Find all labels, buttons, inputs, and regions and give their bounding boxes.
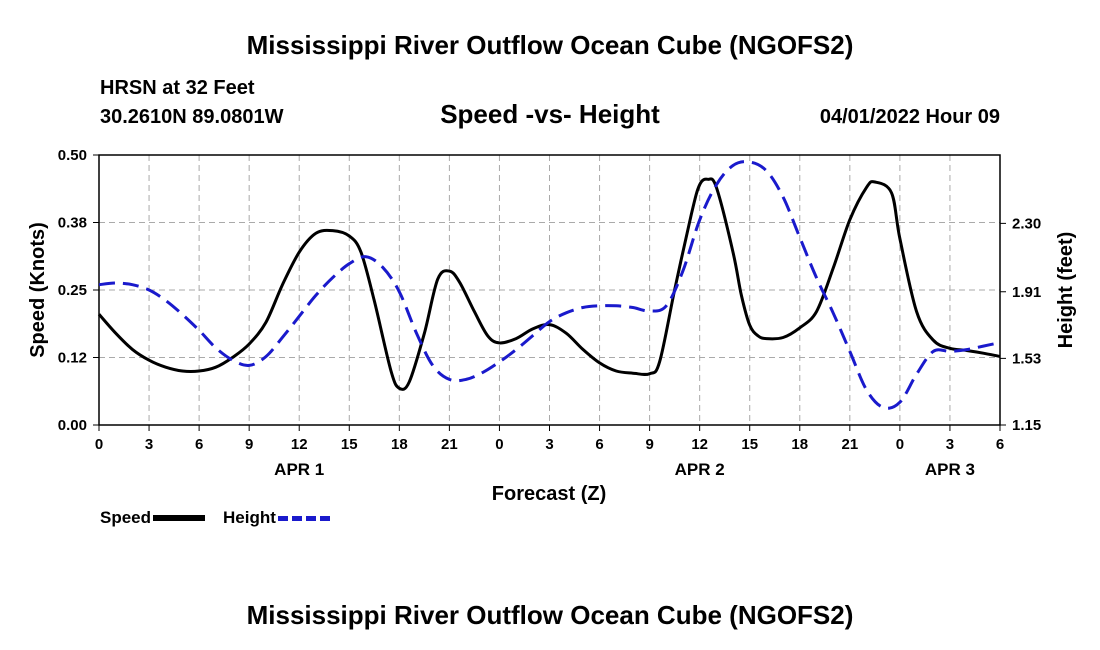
- x-tick-label: 6: [195, 436, 203, 453]
- x-tick-label: 6: [996, 436, 1004, 453]
- legend-speed-swatch: [153, 515, 206, 521]
- x-tick-label: 15: [341, 436, 358, 453]
- y-axis-right-title: Height (feet): [1055, 232, 1077, 349]
- axis-ticks: 0 3 6 9 12 15 18 21 0 3 6 9 12 15 18 21 0 3 6 0.00 0.12 0.25 0…: [58, 147, 1041, 479]
- speed-series-line: [97, 177, 1001, 391]
- x-tick-label: 3: [946, 436, 954, 453]
- y-tick-label-right: 1.91: [1012, 284, 1041, 301]
- x-tick-label: 18: [391, 436, 408, 453]
- datetime-label: 04/01/2022 Hour 09: [819, 106, 1000, 128]
- y-tick-label-left: 0.12: [58, 350, 87, 367]
- legend-height-label: Height: [223, 508, 276, 527]
- location-label: 30.2610N 89.0801W: [100, 106, 284, 128]
- station-label: HRSN at 32 Feet: [100, 77, 255, 99]
- height-series-line: [98, 160, 1001, 410]
- x-tick-label: 0: [495, 436, 503, 453]
- legend-height-swatch: [277, 515, 330, 521]
- y-tick-label-left: 0.38: [58, 215, 87, 232]
- footer-title: Mississippi River Outflow Ocean Cube (NG…: [246, 600, 854, 630]
- y-tick-label-left: 0.25: [58, 282, 87, 299]
- y-tick-label-left: 0.50: [58, 147, 87, 164]
- x-tick-label: 0: [896, 436, 904, 453]
- y-axis-title: Speed (Knots): [27, 222, 49, 358]
- grid-lines: [99, 155, 1000, 425]
- day-label: APR 1: [274, 460, 324, 479]
- legend: Speed Height: [100, 508, 348, 528]
- day-label: APR 2: [675, 460, 725, 479]
- x-tick-label: 3: [545, 436, 553, 453]
- legend-speed-label: Speed: [100, 508, 152, 527]
- x-tick-label: 6: [595, 436, 603, 453]
- legend-item-speed: Speed: [100, 508, 206, 528]
- x-tick-label: 18: [791, 436, 808, 453]
- x-tick-label: 9: [645, 436, 653, 453]
- legend-item-height: Height: [223, 508, 330, 528]
- x-tick-label: 9: [245, 436, 253, 453]
- day-label: APR 3: [925, 460, 975, 479]
- x-axis-title: Forecast (Z): [492, 483, 606, 505]
- x-tick-label: 0: [95, 436, 103, 453]
- x-tick-label: 21: [841, 436, 858, 453]
- speed-height-chart: 0 3 6 9 12 15 18 21 0 3 6 9 12 15 18 21 0 3 6 0.00 0.12 0.25 0…: [27, 147, 1077, 505]
- x-tick-label: 3: [145, 436, 153, 453]
- chart-title: Mississippi River Outflow Ocean Cube (NG…: [246, 30, 854, 60]
- x-tick-label: 12: [691, 436, 708, 453]
- y-tick-label-left: 0.00: [58, 417, 87, 434]
- y-tick-label-right: 1.15: [1012, 417, 1041, 434]
- x-tick-label: 21: [441, 436, 458, 453]
- y-tick-label-right: 2.30: [1012, 215, 1041, 232]
- x-tick-label: 12: [291, 436, 308, 453]
- chart-series: [97, 160, 1001, 410]
- x-tick-label: 15: [741, 436, 758, 453]
- y-tick-label-right: 1.53: [1012, 350, 1041, 367]
- chart-subtitle: Speed -vs- Height: [440, 99, 660, 129]
